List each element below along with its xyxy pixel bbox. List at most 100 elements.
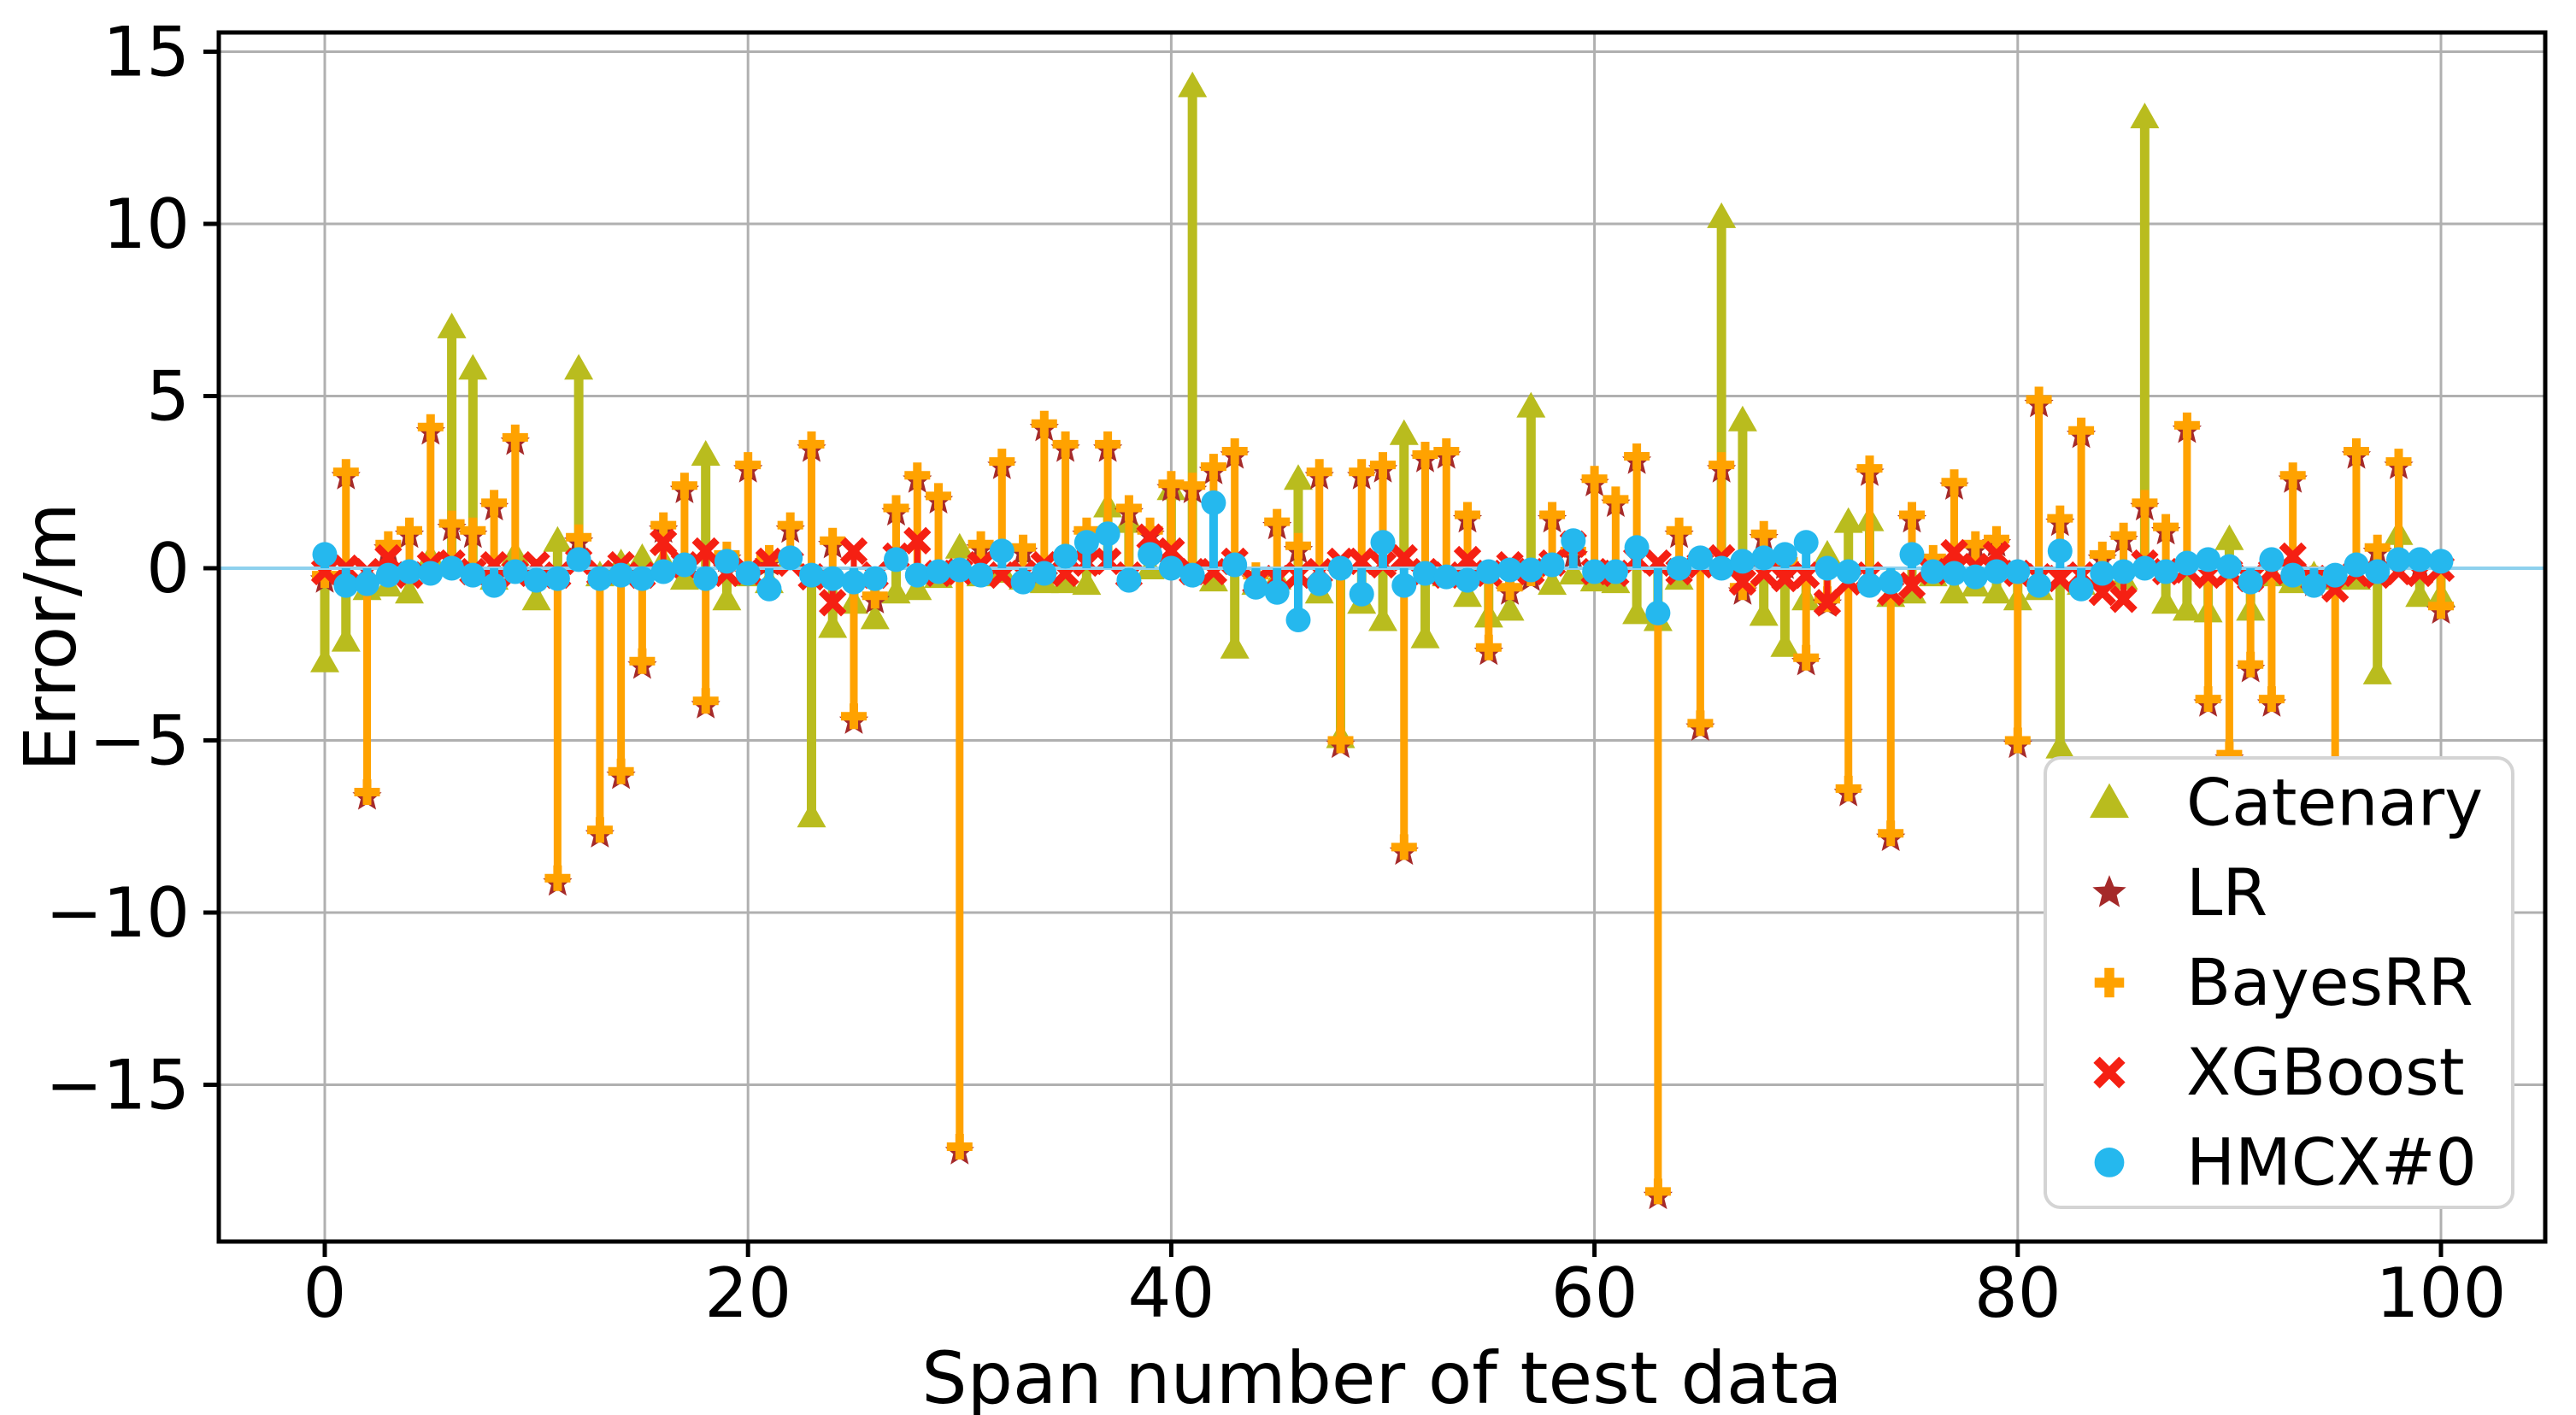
plus-marker-icon [1666,517,1692,543]
circle-marker-icon [1433,564,1459,590]
triangle-marker-icon [1178,71,1208,97]
plus-marker-icon [904,462,931,489]
triangle-marker-icon [1050,567,1080,594]
circle-marker-icon [1413,561,1438,586]
x-tick-label: 20 [704,1254,791,1333]
plus-marker-icon [1370,452,1396,479]
triangle-marker-icon [395,578,424,604]
y-tick-label: 0 [146,529,190,608]
circle-marker-icon [375,562,401,588]
markers-bayesrr [312,386,2454,1205]
circle-marker-icon [1920,559,1946,584]
plus-marker-icon [1115,495,1142,521]
triangle-marker-icon [1220,632,1250,659]
circle-marker-icon [1603,559,1628,584]
plus-marker-icon [926,483,951,509]
circle-marker-icon [1349,581,1374,607]
triangle-marker-icon [797,801,826,828]
circle-marker-icon [587,566,613,591]
triangle-marker-icon [2090,783,2129,819]
circle-marker-icon [756,576,782,602]
circle-marker-icon [714,549,739,574]
x-marker-icon [2046,564,2074,593]
series-hmcx0 [312,490,2454,632]
circle-marker-icon [650,559,676,584]
triangle-marker-icon [1558,559,1588,584]
plus-marker-icon [1709,452,1735,479]
triangle-marker-icon [1770,631,1800,657]
y-tick-label: 10 [103,185,190,264]
circle-marker-icon [862,566,888,591]
plus-marker-icon [1793,644,1820,671]
plus-marker-icon [2279,462,2306,489]
plus-marker-icon [1031,410,1057,437]
circle-marker-icon [524,567,550,593]
circle-marker-icon [439,555,465,581]
y-tick-label: −15 [45,1046,190,1125]
plus-marker-icon [2132,490,2158,516]
y-tick-label: 15 [103,13,190,92]
triangle-marker-icon [1072,569,1102,596]
x-marker-icon [819,589,847,617]
plus-marker-icon [1306,459,1332,485]
plus-marker-icon [2195,686,2221,713]
triangle-marker-icon [2362,658,2392,684]
circle-marker-icon [2094,1148,2125,1177]
star-marker-icon [2092,875,2126,907]
plus-marker-icon [735,452,762,479]
x-marker-icon [1199,557,1228,586]
circle-marker-icon [1116,567,1142,593]
circle-marker-icon [1010,569,1036,595]
circle-marker-icon [1814,555,1840,581]
plus-marker-icon [2385,449,2412,475]
plus-marker-icon [544,865,571,891]
plus-marker-icon [2089,541,2115,567]
plus-marker-icon [2004,727,2031,754]
plus-marker-icon [1644,1178,1671,1205]
plus-marker-icon [1624,443,1650,469]
triangle-marker-icon [1368,605,1397,631]
plus-marker-icon [417,414,444,440]
x-marker-icon [2279,542,2307,571]
circle-marker-icon [1328,555,1353,581]
triangle-marker-icon [881,578,911,604]
legend-item-bayesrr: BayesRR [2094,944,2473,1020]
triangle-marker-icon [818,612,848,638]
plus-marker-icon [1984,525,2009,552]
plus-marker-icon [777,512,803,538]
legend-item-lr: LR [2092,854,2267,931]
plus-marker-icon [798,431,825,457]
triangle-marker-icon [712,584,742,611]
circle-marker-icon [1370,530,1396,555]
x-tick-label: 100 [2376,1254,2507,1333]
legend-item-hmcx0: HMCX#0 [2094,1124,2477,1200]
plus-marker-icon [608,758,634,784]
plus-marker-icon [1052,431,1079,457]
plus-marker-icon [586,817,613,843]
triangle-marker-icon [564,354,594,380]
triangle-marker-icon [1410,622,1440,649]
triangle-marker-icon [1622,598,1652,625]
plus-marker-icon [989,449,1015,475]
x-marker-icon [2109,585,2138,614]
circle-marker-icon [1073,530,1099,555]
triangle-marker-icon [944,532,974,559]
y-tick-label: −10 [45,873,190,953]
circle-marker-icon [2132,555,2157,581]
plus-marker-icon [946,1134,973,1160]
triangle-marker-icon [860,603,890,630]
circle-marker-icon [1179,562,1205,588]
x-marker-icon [1728,567,1757,596]
triangle-marker-icon [2172,595,2202,621]
circle-marker-icon [2238,569,2263,595]
circle-marker-icon [820,566,845,591]
plus-marker-icon [460,517,486,543]
circle-marker-icon [481,572,507,598]
x-marker-icon [691,537,720,566]
circle-marker-icon [1582,559,1608,584]
plus-marker-icon [566,524,592,550]
triangle-marker-icon [1982,578,2011,604]
circle-marker-icon [1645,600,1671,625]
circle-marker-icon [968,562,994,588]
legend-box [2044,756,2514,1209]
